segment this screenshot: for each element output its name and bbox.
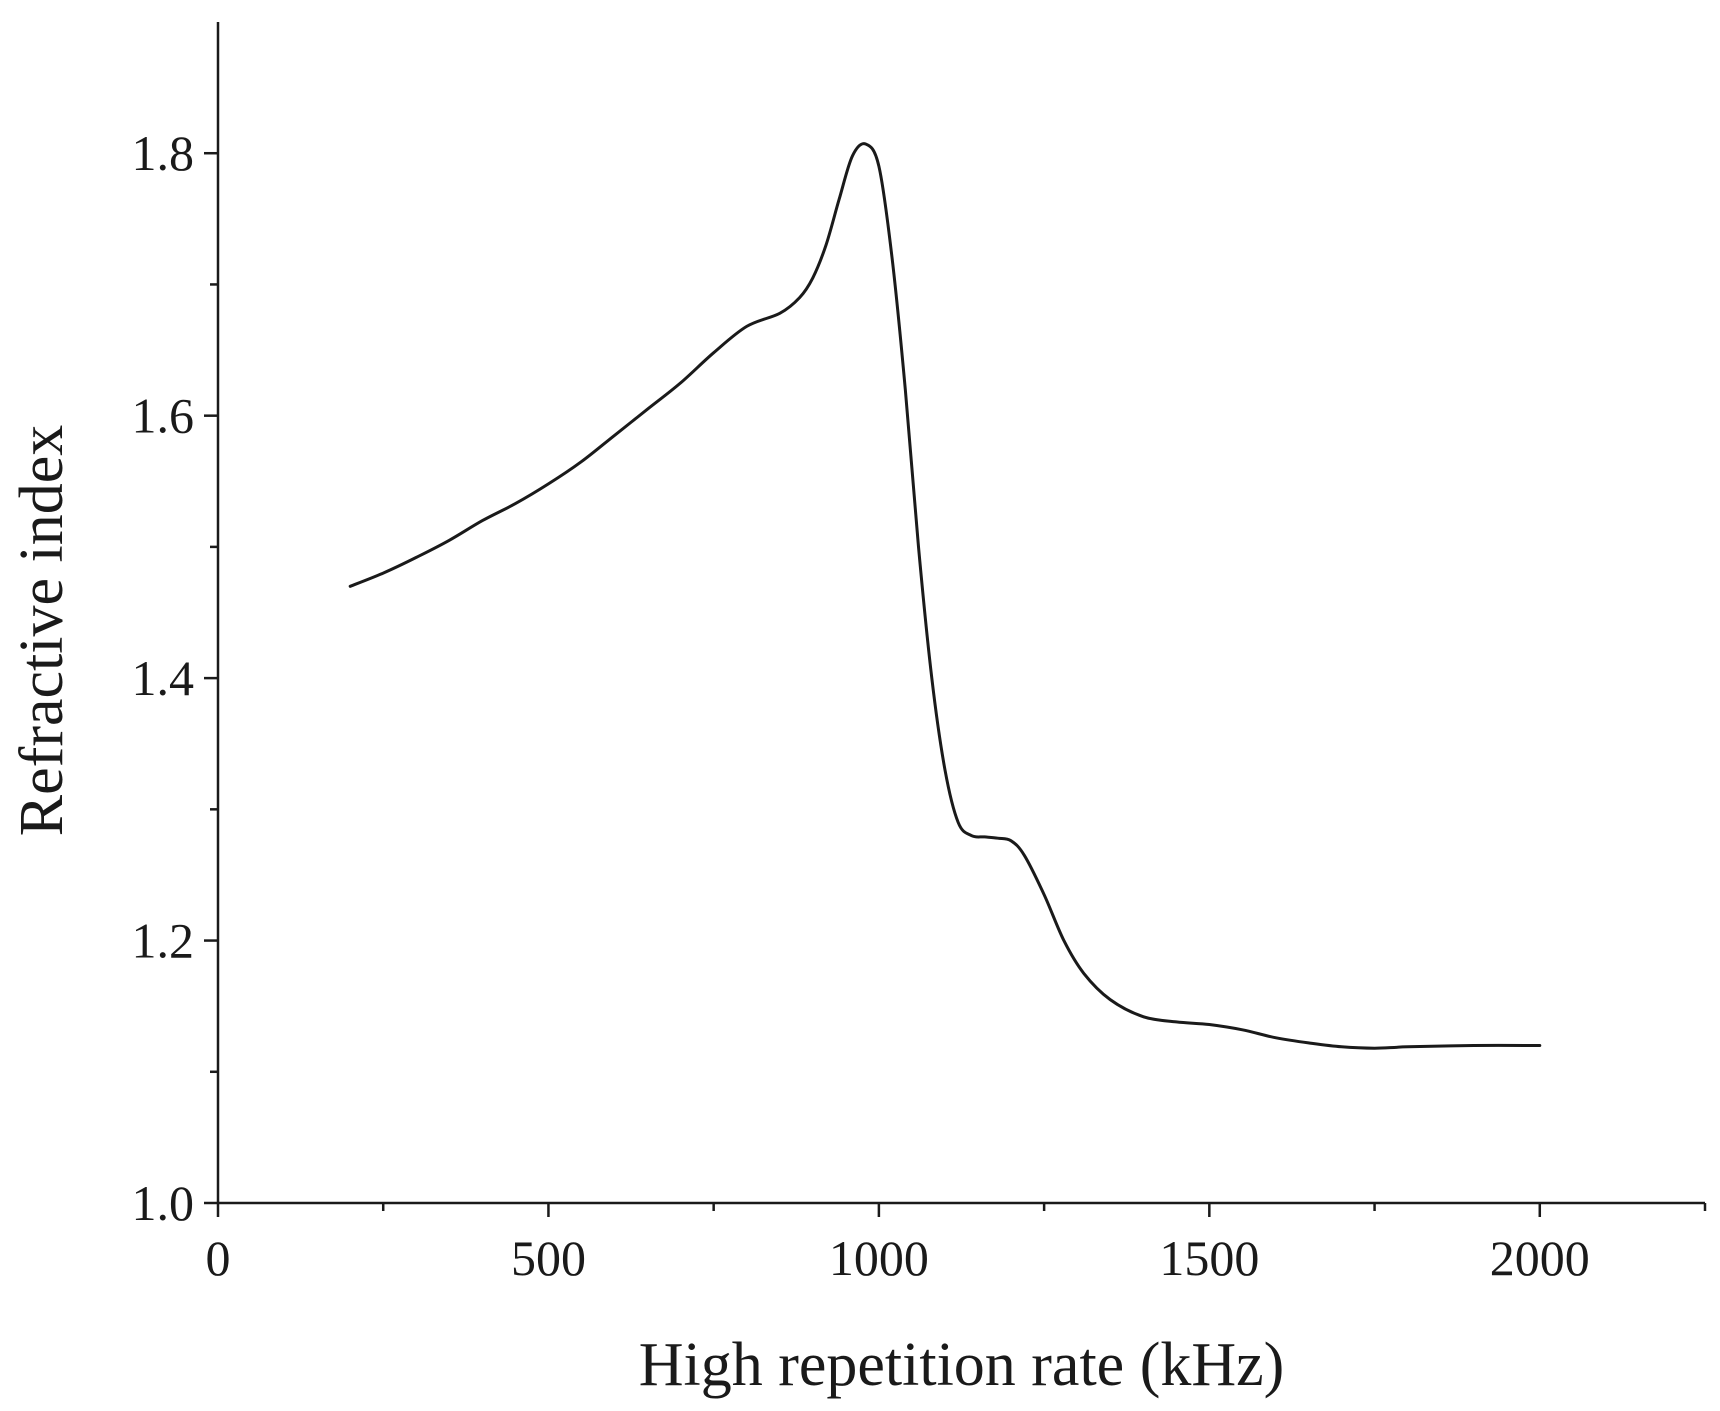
y-axis-title: Refractive index [8,425,76,836]
axes [216,22,1705,1205]
x-tick-label: 500 [511,1230,586,1286]
x-tick-label: 1000 [829,1230,929,1286]
y-tick-label: 1.4 [132,650,195,706]
y-tick-label: 1.6 [132,388,195,444]
x-tick-label: 0 [206,1230,231,1286]
series-layer [348,142,1542,1050]
ticks [204,151,1707,1217]
y-tick-label: 1.2 [132,913,195,969]
series-line [348,142,1542,1050]
x-tick-label: 1500 [1159,1230,1259,1286]
y-tick-label: 1.8 [132,125,195,181]
x-axis-title: High repetition rate (kHz) [639,1331,1285,1399]
y-tick-label: 1.0 [132,1175,195,1231]
x-tick-label: 2000 [1490,1230,1590,1286]
tick-labels: 0 500 1000 1500 2000 1.0 1.2 1.4 1.6 1.8 [132,125,1590,1286]
